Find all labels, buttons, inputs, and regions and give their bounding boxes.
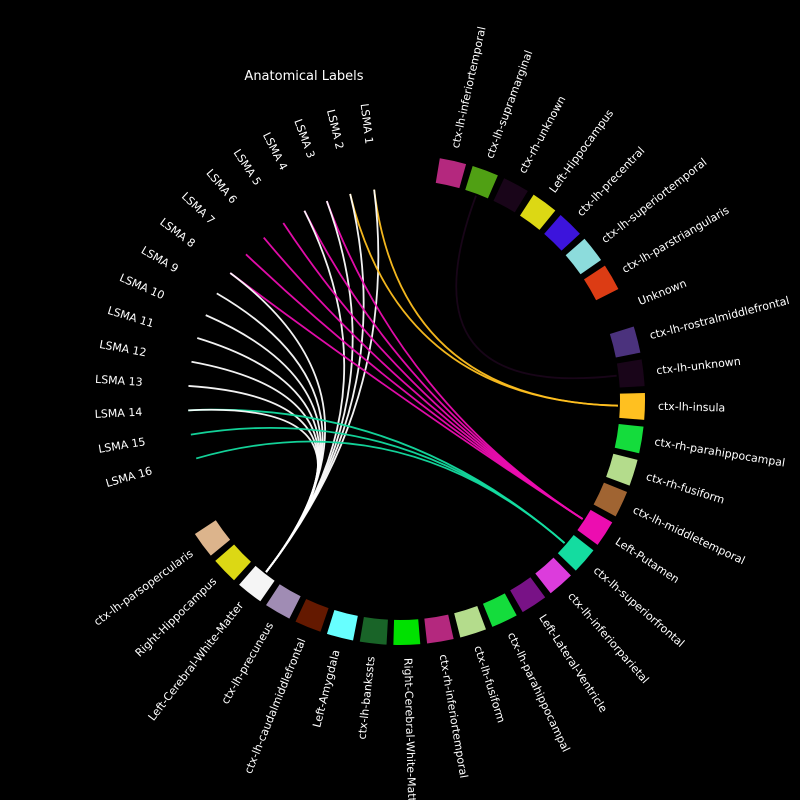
- node-arc-ctx-lh-precuneus: [266, 584, 301, 619]
- node-arc-ctx-lh-parsopercularis: [194, 520, 231, 556]
- node-arc-ctx-rh-inferiortemporal: [424, 614, 454, 644]
- connection-links: [188, 189, 618, 573]
- node-arc-right-cerebral-white-matter: [393, 619, 421, 645]
- node-arc-left-hippocampus: [519, 194, 556, 230]
- node-arc-ctx-lh-superiortemporal: [565, 238, 602, 275]
- node-arc-ctx-lh-superiorfrontal: [557, 534, 594, 571]
- lsma-label-lsma-13: LSMA 13: [95, 373, 143, 389]
- node-arc-left-putamen: [577, 509, 613, 545]
- node-arc-left-lateral-ventricle: [510, 577, 546, 613]
- node-arc-ctx-rh-unknown: [493, 178, 528, 213]
- node-arc-left-cerebral-white-matter: [239, 565, 275, 602]
- node-arc-ctx-rh-parahippocampal: [614, 423, 644, 454]
- node-arc-ctx-lh-rostralmiddlefrontal: [609, 326, 641, 358]
- node-arc-ctx-lh-caudalmiddlefrontal: [295, 598, 329, 632]
- node-arc-ctx-lh-bankssts: [359, 617, 388, 645]
- node-arc-ctx-lh-fusiform: [454, 606, 487, 638]
- node-arc-ctx-lh-precentral: [544, 214, 580, 251]
- node-arc-ctx-lh-inferiortemporal: [435, 158, 467, 189]
- node-label-ctx-lh-insula: ctx-lh-insula: [658, 400, 726, 415]
- node-arcs: [194, 158, 646, 645]
- node-arc-ctx-lh-insula: [619, 392, 646, 420]
- node-arc-unknown: [598, 295, 632, 329]
- link-lsma-2-to-ctx-lh-insula: [349, 193, 618, 407]
- node-arc-ctx-rh-fusiform: [606, 453, 638, 486]
- node-arc-ctx-lh-parahippocampal: [482, 593, 517, 627]
- node-arc-ctx-lh-parstriangularis: [583, 265, 619, 301]
- lsma-label-lsma-14: LSMA 14: [94, 406, 142, 421]
- link-lsma-16-to-ctx-lh-superiorfrontal: [195, 440, 566, 544]
- node-arc-ctx-lh-unknown: [616, 359, 645, 388]
- link-lsma-14-to-left-cerebral-white-matter: [188, 408, 319, 573]
- link-lsma-8-to-left-putamen: [229, 272, 584, 520]
- link-ctx-lh-unknown-to-ctx-lh-supramarginal: [455, 195, 617, 380]
- node-arc-right-hippocampus: [215, 544, 251, 581]
- node-arc-ctx-lh-inferiorparietal: [535, 557, 571, 594]
- node-arc-ctx-lh-middletemporal: [593, 482, 628, 517]
- node-arc-ctx-lh-supramarginal: [465, 166, 498, 199]
- diagram-title: Anatomical Labels: [244, 69, 363, 84]
- node-arc-left-amygdala: [326, 609, 358, 641]
- lsma-label-lsma-1: LSMA 1: [358, 103, 376, 145]
- node-label-right-cerebral-white-matter: Right-Cerebral-White-Matter: [401, 658, 418, 800]
